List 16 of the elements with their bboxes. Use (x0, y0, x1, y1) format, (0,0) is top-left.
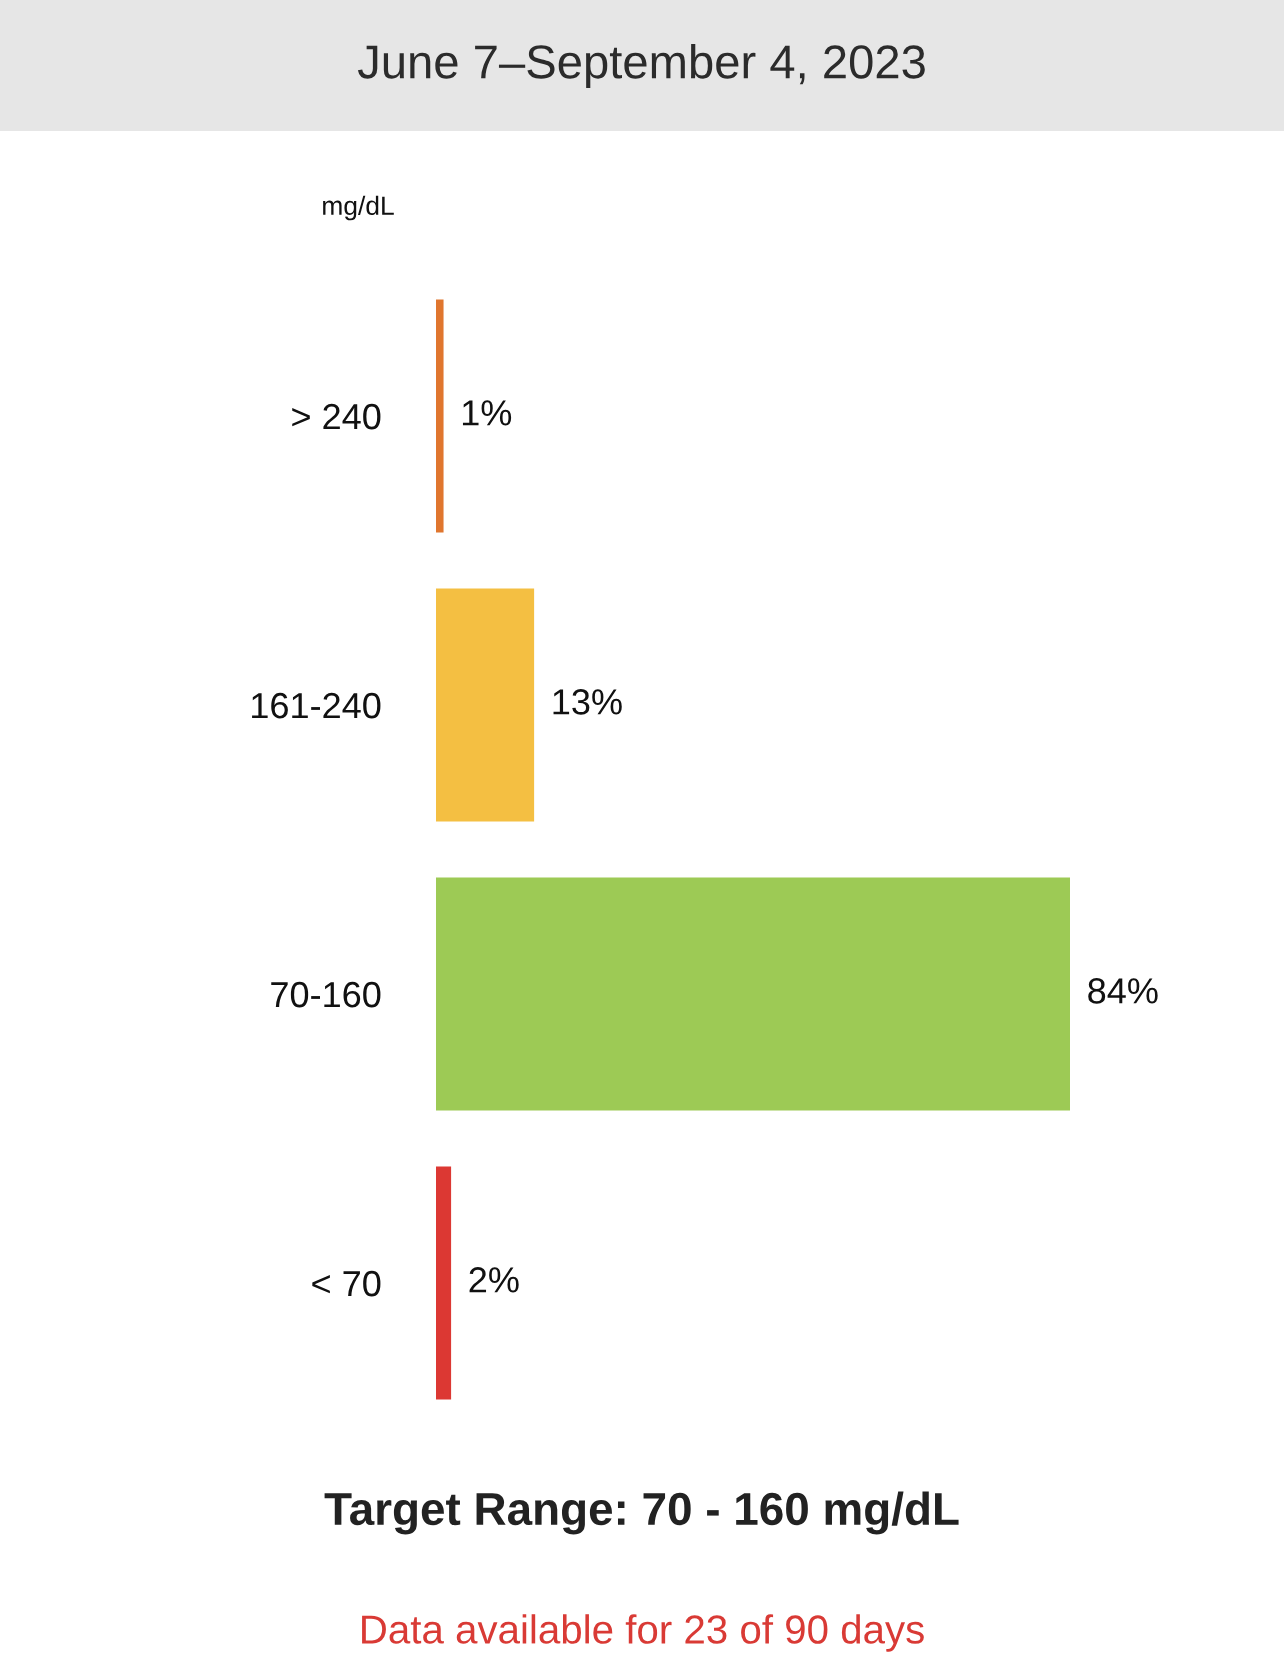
text: Target Range: 70 - 160 mg/dL (324, 1491, 959, 1535)
y-tick-label: < 70 (312, 1270, 381, 1297)
y-tick-label: 161-240 (252, 692, 381, 719)
text: Data available for 23 of 90 days (362, 1614, 924, 1652)
y-tick-label: > 240 (292, 403, 381, 430)
chart-title: June 7–September 4, 2023 (357, 43, 925, 89)
bar (436, 299, 444, 533)
y-axis-title: mg/dL (323, 195, 394, 221)
bar (436, 588, 535, 822)
bar (436, 877, 1070, 1111)
data-label: 2% (469, 1267, 519, 1293)
data-label: 13% (553, 689, 622, 715)
y-tick-label: 70-160 (271, 981, 381, 1008)
data-label: 1% (462, 400, 512, 426)
data-label: 84% (1088, 978, 1158, 1004)
bar (436, 1166, 452, 1400)
